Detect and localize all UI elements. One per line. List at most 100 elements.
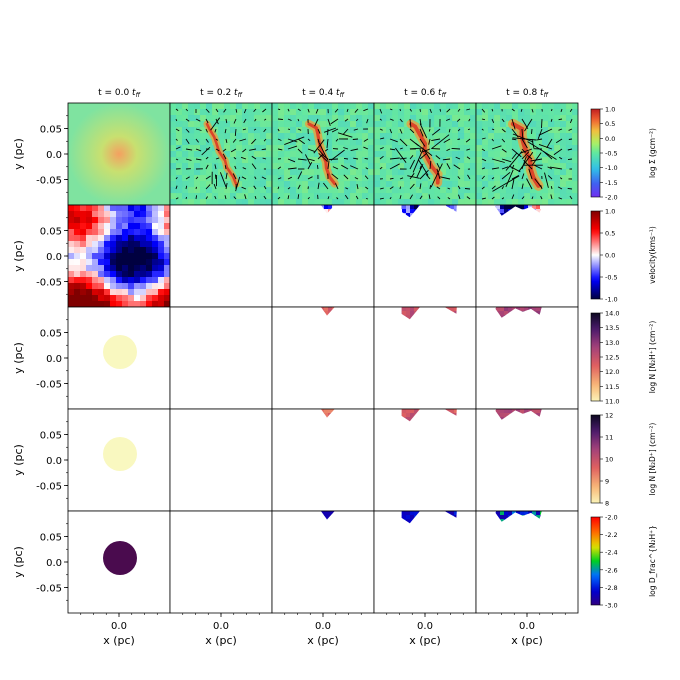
velocity-vector <box>466 156 471 160</box>
velocity-vector <box>205 138 209 143</box>
velocity-vector <box>436 168 441 180</box>
velocity-vector <box>511 194 515 200</box>
velocity-vector <box>253 128 257 131</box>
velocity-vector <box>224 128 227 134</box>
panel-r1-c2 <box>271 204 375 308</box>
velocity-vector <box>481 118 486 121</box>
colorbar-tick-label: 13.0 <box>605 339 619 347</box>
velocity-vector <box>263 195 267 200</box>
velocity-vector <box>558 118 563 121</box>
velocity-vector <box>277 177 282 180</box>
velocity-vector <box>379 108 383 114</box>
velocity-vector <box>550 118 553 122</box>
colorbar-tick-label: 0.0 <box>605 135 615 143</box>
velocity-vector <box>451 147 461 150</box>
velocity-vector <box>465 138 471 143</box>
column-title-1: t = 0.2 tff <box>200 88 243 99</box>
velocity-vector <box>558 128 563 131</box>
colorbar-tick-label: 12.5 <box>605 354 619 362</box>
velocity-vector <box>436 186 441 190</box>
velocity-vector <box>389 138 398 143</box>
velocity-vector <box>521 156 527 170</box>
column-title-4: t = 0.8 tff <box>506 88 549 99</box>
velocity-vector <box>569 108 573 112</box>
velocity-vector <box>567 148 573 151</box>
velocity-vector <box>234 165 237 170</box>
velocity-vector <box>491 167 500 170</box>
velocity-vector <box>343 157 349 160</box>
velocity-vector <box>399 147 403 150</box>
colorbar-label: log N [N₂D⁺] (cm⁻²) <box>648 423 657 496</box>
velocity-vector <box>224 165 227 170</box>
velocity-vector <box>511 175 520 180</box>
velocity-vector <box>185 158 192 161</box>
velocity-vector <box>447 187 451 190</box>
velocity-vector <box>550 185 553 190</box>
velocity-vector <box>225 118 228 124</box>
velocity-vector <box>419 152 428 160</box>
velocity-vector <box>389 148 396 151</box>
velocity-vector <box>409 159 416 170</box>
velocity-vector <box>185 148 193 151</box>
velocity-vector <box>363 146 369 150</box>
velocity-vector <box>501 197 505 200</box>
velocity-vector <box>284 136 305 146</box>
velocity-vector <box>317 128 321 134</box>
velocity-vector <box>205 175 211 180</box>
velocity-vector <box>512 133 534 143</box>
velocity-vector <box>568 138 573 140</box>
velocity-vector <box>253 108 257 112</box>
velocity-vector <box>205 128 208 133</box>
y-tick-label: -0.05 <box>36 584 62 595</box>
y-tick-label: 0.0 <box>46 150 62 161</box>
velocity-vector <box>354 177 359 180</box>
velocity-vector <box>416 164 424 178</box>
velocity-vector <box>232 173 237 180</box>
velocity-vector <box>521 196 525 200</box>
velocity-vector <box>439 108 442 112</box>
velocity-vector <box>466 148 471 151</box>
x-axis-label: x (pc) <box>307 634 339 647</box>
y-tick-label: 0.05 <box>40 329 62 340</box>
velocity-vector <box>205 196 208 200</box>
velocity-vector <box>364 157 369 160</box>
velocity-vector <box>331 128 339 133</box>
colorbar-tick-label: 11.5 <box>605 383 619 391</box>
column-title-2: t = 0.4 tff <box>302 88 345 99</box>
velocity-vector <box>345 187 349 190</box>
velocity-vector <box>379 166 383 170</box>
velocity-vector <box>263 138 267 142</box>
velocity-vector <box>263 128 267 133</box>
velocity-vector <box>287 108 290 112</box>
velocity-vector <box>323 182 329 190</box>
velocity-vector <box>458 194 461 200</box>
velocity-vector <box>277 138 282 141</box>
panel-r3-c3 <box>373 408 477 512</box>
velocity-vector <box>243 118 247 124</box>
x-tick-label: 0.0 <box>111 621 127 632</box>
velocity-vector <box>512 137 537 141</box>
velocity-vector <box>399 118 403 123</box>
velocity-vector <box>457 185 461 190</box>
velocity-vector <box>277 186 280 190</box>
velocity-vector <box>511 108 515 112</box>
velocity-vector <box>277 166 282 170</box>
velocity-vector <box>501 171 511 180</box>
velocity-vector <box>511 118 516 130</box>
velocity-vector <box>287 167 297 170</box>
velocity-vector <box>254 176 257 180</box>
velocity-vector <box>429 185 432 190</box>
column-title-0: t = 0.0 tff <box>98 88 141 99</box>
velocity-vector <box>521 151 530 160</box>
velocity-vector <box>254 195 257 200</box>
velocity-vector <box>505 151 523 171</box>
velocity-vector <box>423 149 431 160</box>
velocity-vector <box>317 182 320 190</box>
velocity-vector <box>287 138 298 143</box>
velocity-vector <box>334 108 339 113</box>
velocity-vector <box>241 186 247 190</box>
colorbar-tick-label: -3.0 <box>605 602 618 610</box>
velocity-vector <box>205 164 209 170</box>
velocity-vector <box>344 118 349 122</box>
velocity-vector <box>346 108 349 113</box>
